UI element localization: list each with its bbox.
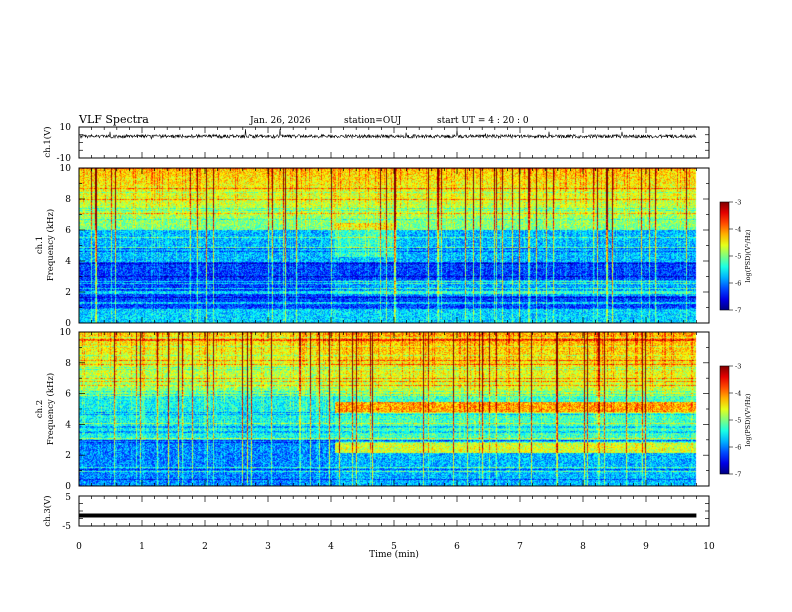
frequency-tick-label: 0 <box>65 319 71 329</box>
ch1-spectrogram-frame <box>78 167 710 324</box>
frequency-tick-label: 0 <box>65 482 71 492</box>
ch1-colorbar: -3 -4 -5 -6 -7 log(PSD)(V²/Hz) <box>719 199 752 315</box>
ch2-spectrogram-panel: 0 2 4 6 8 10 ch.2 Frequency (kHz) <box>35 328 710 492</box>
frequency-tick-label: 6 <box>65 390 71 400</box>
time-tick-label: 6 <box>454 542 460 552</box>
time-tick-label: 0 <box>76 542 82 552</box>
ch1-channel-label: ch.1 <box>35 236 45 254</box>
frequency-tick-label: 10 <box>60 328 72 338</box>
ch2-colorbar-gradient <box>720 366 729 474</box>
ch2-frequency-ticks: 0 2 4 6 8 10 <box>60 328 709 492</box>
ch1-waveform-path <box>79 128 697 140</box>
time-tick-label: 7 <box>517 542 523 552</box>
colorbar-tick-label: -4 <box>735 390 741 398</box>
frequency-tick-label: 2 <box>65 451 71 461</box>
ch2-spectrogram-image <box>79 332 709 486</box>
ch3-axis-ticks <box>78 495 710 527</box>
ch3-frame <box>78 495 710 527</box>
frequency-tick-label: 4 <box>65 420 71 430</box>
ch1-axis-ticks <box>78 126 710 159</box>
colorbar-tick-label: -6 <box>735 444 741 452</box>
colorbar-tick-label: -7 <box>735 471 741 479</box>
ch1-ytick-bottom: -10 <box>57 154 72 164</box>
ch2-frequency-label: Frequency (kHz) <box>45 373 56 445</box>
time-tick-label: 3 <box>265 542 271 552</box>
date-label: Jan. 26, 2026 <box>249 116 311 126</box>
colorbar-tick-label: -5 <box>735 417 741 425</box>
start-time-label: start UT = 4 : 20 : 0 <box>437 116 529 126</box>
ch3-ytick-bottom: -5 <box>62 522 71 532</box>
time-tick-label: 9 <box>643 542 649 552</box>
ch2-colorbar-ticks: -3 -4 -5 -6 -7 <box>729 363 741 479</box>
time-tick-label: 8 <box>580 542 586 552</box>
time-axis-ticklabels: 0 1 2 3 4 5 6 7 8 9 10 <box>76 542 715 552</box>
ch3-signal-panel: 5 -5 ch.3(V) 0 1 2 3 4 5 6 7 8 9 10 Time (min) <box>42 493 715 560</box>
colorbar-tick-label: -4 <box>735 226 741 234</box>
ch1-ytick-top: 10 <box>60 123 72 133</box>
ch2-channel-label: ch.2 <box>35 400 45 418</box>
colorbar-tick-label: -7 <box>735 307 741 315</box>
ch2-spectrogram-frame <box>78 331 710 487</box>
ch2-colorbar-label: log(PSD)(V²/Hz) <box>744 393 752 446</box>
frequency-tick-label: 6 <box>65 226 71 236</box>
ch1-colorbar-label: log(PSD)(V²/Hz) <box>744 229 752 282</box>
ch1-colorbar-gradient <box>720 202 729 310</box>
ch2-colorbar: -3 -4 -5 -6 -7 log(PSD)(V²/Hz) <box>719 363 752 479</box>
time-axis-label: Time (min) <box>369 549 419 560</box>
frequency-tick-label: 10 <box>60 164 72 174</box>
figure-title: VLF Spectra <box>78 113 149 126</box>
ch1-waveform-panel: 10 -10 ch.1(V) <box>42 123 710 164</box>
frequency-tick-label: 8 <box>65 195 71 205</box>
ch1-colorbar-ticks: -3 -4 -5 -6 -7 <box>729 199 741 315</box>
ch3-ylabel: ch.3(V) <box>42 495 53 526</box>
colorbar-tick-label: -3 <box>735 199 741 207</box>
ch1-waveform-frame <box>78 126 710 159</box>
ch1-frequency-label: Frequency (kHz) <box>45 209 56 281</box>
ch3-ytick-top: 5 <box>65 493 71 503</box>
ch1-ylabel: ch.1(V) <box>42 126 53 157</box>
time-tick-label: 2 <box>202 542 208 552</box>
ch1-spectrogram-panel: 0 2 4 6 8 10 ch.1 Frequency (kHz) <box>35 164 710 329</box>
colorbar-tick-label: -5 <box>735 253 741 261</box>
time-tick-label: 5 <box>391 542 397 552</box>
time-tick-label: 1 <box>139 542 145 552</box>
station-label: station=OUJ <box>344 116 402 126</box>
ch1-spectrogram-image <box>79 168 709 323</box>
frequency-tick-label: 8 <box>65 359 71 369</box>
colorbar-tick-label: -6 <box>735 280 741 288</box>
frequency-tick-label: 2 <box>65 288 71 298</box>
frequency-tick-label: 4 <box>65 257 71 267</box>
ch1-waveform-trace <box>79 128 697 140</box>
time-tick-label: 4 <box>328 542 334 552</box>
time-tick-label: 10 <box>703 542 715 552</box>
colorbar-tick-label: -3 <box>735 363 741 371</box>
